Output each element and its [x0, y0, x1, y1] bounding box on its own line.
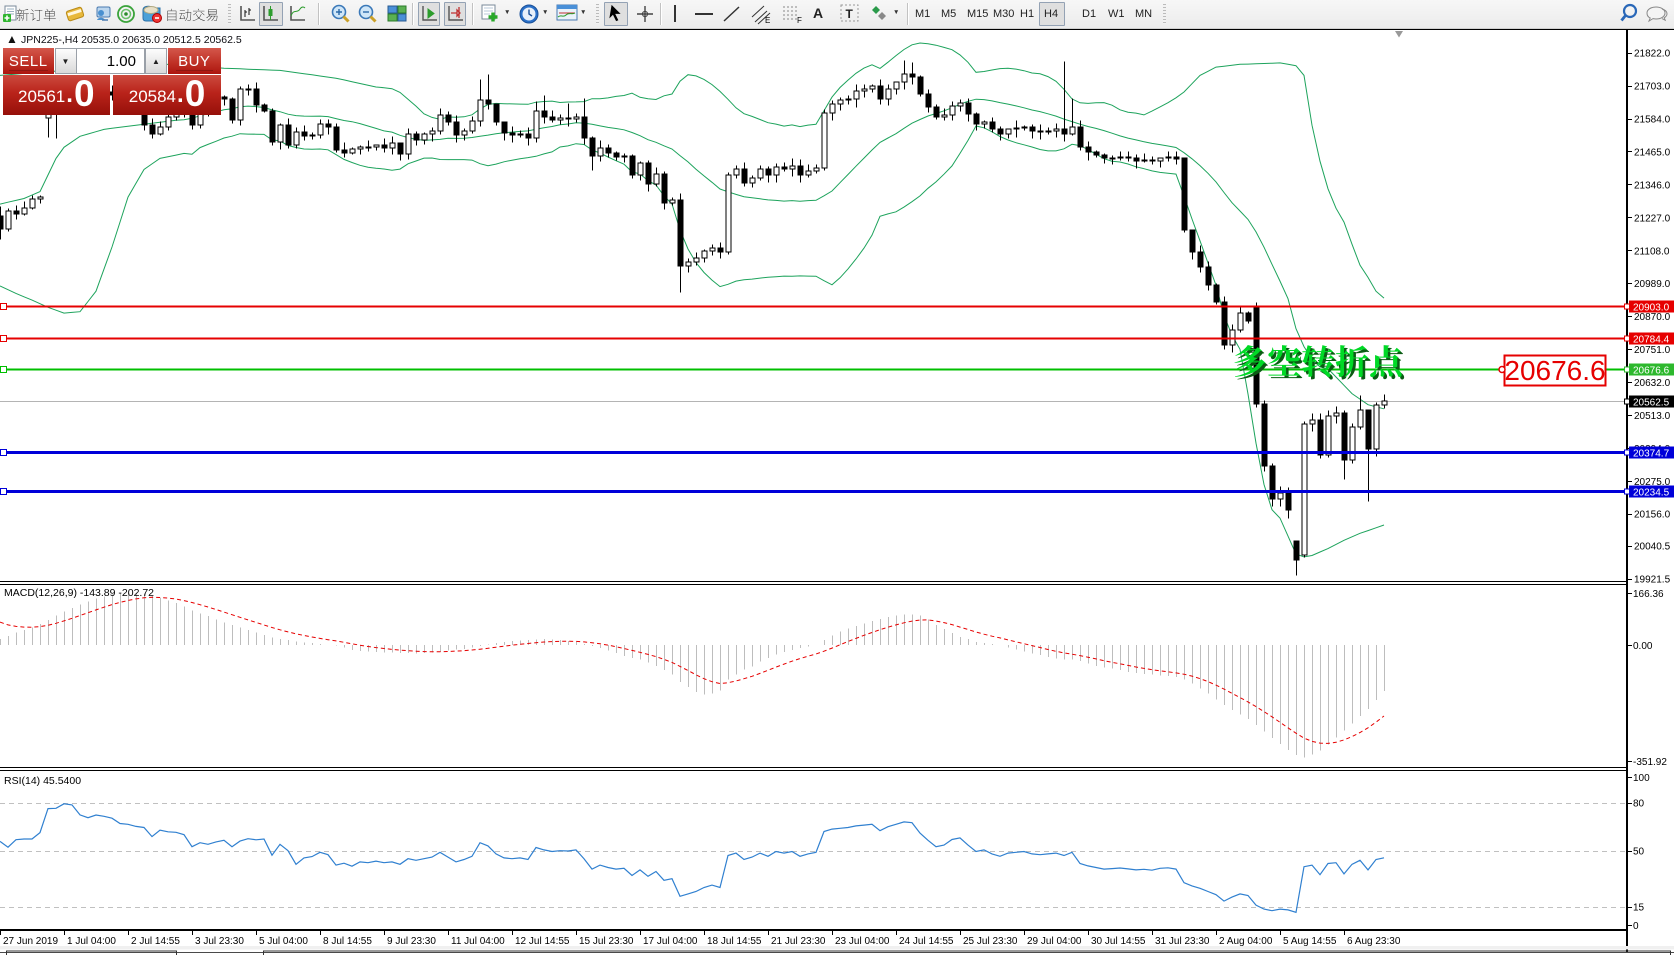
svg-text:20234.5: 20234.5	[1633, 488, 1670, 499]
svg-text:30 Jul 14:55: 30 Jul 14:55	[1091, 936, 1146, 947]
svg-text:21108.0: 21108.0	[1634, 246, 1670, 257]
svg-text:T: T	[846, 7, 854, 21]
svg-text:20676.6: 20676.6	[1633, 366, 1670, 377]
svg-text:15 Jul 23:30: 15 Jul 23:30	[579, 936, 634, 947]
svg-text:20870.0: 20870.0	[1634, 312, 1671, 323]
svg-text:31 Jul 23:30: 31 Jul 23:30	[1155, 936, 1210, 947]
svg-text:24 Jul 14:55: 24 Jul 14:55	[899, 936, 954, 947]
svg-text:20562.5: 20562.5	[1633, 398, 1670, 409]
svg-text:21584.0: 21584.0	[1634, 115, 1671, 126]
svg-text:0.00: 0.00	[1633, 641, 1653, 652]
svg-text:20275.0: 20275.0	[1634, 477, 1671, 488]
svg-text:2 Jul 14:55: 2 Jul 14:55	[131, 936, 180, 947]
svg-text:27 Jun 2019: 27 Jun 2019	[3, 936, 58, 947]
svg-text:50: 50	[1633, 847, 1645, 858]
svg-text:3 Jul 23:30: 3 Jul 23:30	[195, 936, 244, 947]
svg-text:20374.7: 20374.7	[1633, 449, 1670, 460]
svg-text:20156.0: 20156.0	[1634, 510, 1671, 521]
svg-text:17 Jul 04:00: 17 Jul 04:00	[643, 936, 698, 947]
svg-text:18 Jul 14:55: 18 Jul 14:55	[707, 936, 762, 947]
svg-text:20751.0: 20751.0	[1634, 345, 1671, 356]
svg-text:20040.5: 20040.5	[1634, 542, 1671, 553]
svg-text:20989.0: 20989.0	[1634, 279, 1671, 290]
svg-text:JPN225-,H4 20535.0 20635.0 20: JPN225-,H4 20535.0 20635.0 20512.5 20562…	[21, 34, 242, 46]
svg-text:21346.0: 21346.0	[1634, 180, 1671, 191]
svg-text:E: E	[765, 16, 770, 25]
svg-text:▲: ▲	[6, 32, 18, 46]
svg-text:21822.0: 21822.0	[1634, 49, 1671, 60]
svg-text:9 Jul 23:30: 9 Jul 23:30	[387, 936, 436, 947]
svg-text:20903.0: 20903.0	[1633, 303, 1670, 314]
svg-text:F: F	[797, 16, 802, 25]
svg-text:8 Jul 14:55: 8 Jul 14:55	[323, 936, 372, 947]
svg-text:-351.92: -351.92	[1633, 757, 1667, 768]
svg-text:25 Jul 23:30: 25 Jul 23:30	[963, 936, 1018, 947]
svg-text:12 Jul 14:55: 12 Jul 14:55	[515, 936, 570, 947]
svg-text:RSI(14) 45.5400: RSI(14) 45.5400	[4, 775, 81, 787]
svg-text:100: 100	[1633, 773, 1650, 784]
svg-text:21227.0: 21227.0	[1634, 213, 1671, 224]
svg-text:21465.0: 21465.0	[1634, 148, 1671, 159]
svg-text:5 Jul 04:00: 5 Jul 04:00	[259, 936, 308, 947]
svg-text:19921.5: 19921.5	[1634, 575, 1671, 586]
svg-text:MACD(12,26,9) -143.89 -202.72: MACD(12,26,9) -143.89 -202.72	[4, 587, 154, 599]
svg-text:20784.4: 20784.4	[1633, 335, 1670, 346]
svg-text:21 Jul 23:30: 21 Jul 23:30	[771, 936, 826, 947]
svg-text:5 Aug 14:55: 5 Aug 14:55	[1283, 936, 1337, 947]
svg-text:6 Aug 23:30: 6 Aug 23:30	[1347, 936, 1401, 947]
svg-text:21703.0: 21703.0	[1634, 82, 1671, 93]
svg-text:23 Jul 04:00: 23 Jul 04:00	[835, 936, 890, 947]
svg-text:11 Jul 04:00: 11 Jul 04:00	[451, 936, 505, 947]
svg-text:20676.6: 20676.6	[1504, 355, 1605, 386]
svg-text:1 Jul 04:00: 1 Jul 04:00	[67, 936, 116, 947]
svg-text:0: 0	[1633, 921, 1639, 932]
svg-text:29 Jul 04:00: 29 Jul 04:00	[1027, 936, 1082, 947]
svg-text:20632.0: 20632.0	[1634, 378, 1671, 389]
svg-text:20513.0: 20513.0	[1634, 411, 1671, 422]
svg-text:166.36: 166.36	[1633, 589, 1664, 600]
svg-text:80: 80	[1633, 799, 1645, 810]
svg-text:15: 15	[1633, 903, 1645, 914]
svg-text:2 Aug 04:00: 2 Aug 04:00	[1219, 936, 1273, 947]
